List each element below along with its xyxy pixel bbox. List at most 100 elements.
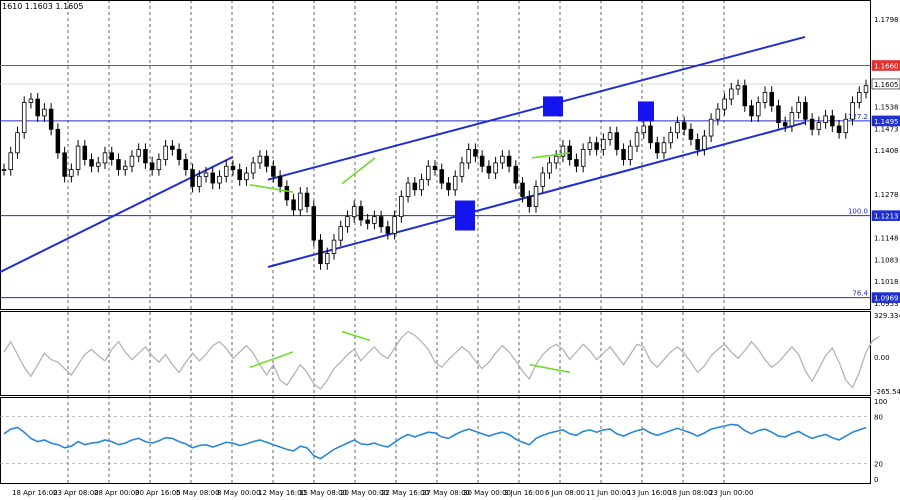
- candle-body: [459, 162, 465, 177]
- time-tick-label: 13 Jun 16:00: [627, 489, 671, 497]
- price-tag-label: 1.1213: [874, 213, 899, 221]
- signal-box: [638, 101, 654, 122]
- candle-body: [48, 108, 54, 130]
- candle-body: [641, 125, 647, 134]
- price-tick-label: 1.1538: [874, 103, 899, 111]
- candle-body: [89, 159, 94, 167]
- candle-body: [493, 162, 498, 174]
- candle-body: [358, 206, 364, 221]
- price-tick-label: 1.1408: [874, 147, 899, 155]
- rsi-tick-label: 100: [874, 398, 887, 406]
- candle-body: [560, 145, 566, 157]
- candle-body: [587, 142, 593, 150]
- candle-body: [850, 102, 855, 120]
- candle-body: [439, 169, 444, 184]
- rsi-pane-frame: [0, 397, 871, 484]
- candle-body: [688, 128, 694, 140]
- candle-body: [594, 142, 599, 150]
- cci-divergence-line: [341, 330, 371, 342]
- price-tag-label: 1.1660: [874, 62, 899, 70]
- candle-body: [695, 138, 700, 150]
- candle-body: [109, 152, 115, 160]
- candle-body: [715, 108, 721, 120]
- candle-body: [304, 192, 310, 207]
- channel-upper-line: [267, 35, 806, 181]
- price-tag-label: 1.1605: [874, 81, 899, 89]
- candle-body: [399, 196, 404, 218]
- candle-body: [574, 159, 579, 167]
- candle-body: [540, 172, 546, 187]
- signal-box: [455, 200, 475, 231]
- price-tick-label: 1.1278: [874, 191, 899, 199]
- candle-body: [762, 91, 768, 103]
- candle-body: [257, 155, 263, 164]
- time-tick-label: 15 May 08:00: [299, 489, 347, 497]
- ohlc-readout: 1610 1.1603 1.1605: [2, 2, 84, 11]
- candle-body: [244, 172, 249, 181]
- candle-body: [419, 179, 424, 191]
- candle-body: [338, 226, 343, 241]
- candle-body: [702, 135, 707, 150]
- candle-body: [250, 162, 256, 174]
- level-fib-tag: 100.0: [848, 208, 868, 216]
- candle-body: [803, 102, 808, 120]
- time-tick-label: 12 May 16:00: [258, 489, 306, 497]
- candle-body: [654, 142, 660, 154]
- candle-body: [102, 152, 108, 164]
- price-tag-label: 1.0969: [874, 295, 899, 303]
- price-pane-frame: [0, 0, 871, 310]
- time-tick-label: 18 Apr 16:00: [12, 489, 58, 497]
- time-tick-label: 8 May 00:00: [217, 489, 261, 497]
- price-tick-label: 1.1083: [874, 256, 899, 264]
- price-tick-label: 1.0953: [874, 300, 899, 308]
- time-tick-label: 27 May 08:00: [422, 489, 470, 497]
- divergence-line: [531, 152, 571, 159]
- time-tick-label: 3 Jun 16:00: [504, 489, 544, 497]
- divergence-line: [341, 157, 376, 185]
- time-tick-label: 11 Jun 00:00: [586, 489, 630, 497]
- time-tick-label: 30 Apr 16:00: [135, 489, 181, 497]
- price-tag: [871, 60, 900, 71]
- rsi-tick-label: 0: [874, 476, 878, 484]
- candle-body: [796, 102, 801, 113]
- candle-body: [621, 149, 626, 160]
- candle-body: [264, 155, 269, 167]
- candle-body: [836, 125, 842, 134]
- candle-body: [183, 159, 189, 171]
- cci-divergence-line: [529, 364, 571, 374]
- candle-body: [129, 155, 135, 167]
- candle-body: [210, 172, 216, 184]
- candle-body: [284, 186, 290, 201]
- time-tick-label: 6 Jun 08:00: [545, 489, 585, 497]
- level-fib-tag: 127.2: [848, 113, 868, 121]
- time-tick-label: 23 Apr 08:00: [53, 489, 99, 497]
- signal-box: [543, 96, 563, 117]
- candle-body: [345, 216, 350, 228]
- candle-body: [857, 91, 862, 103]
- candle-body: [405, 182, 411, 197]
- candle-body: [96, 162, 101, 167]
- price-tick-label: 1.1473: [874, 125, 899, 133]
- candle-body: [782, 122, 788, 127]
- candle-body: [513, 165, 519, 184]
- time-tick-label: 28 Apr 00:00: [94, 489, 140, 497]
- candle-body: [230, 165, 236, 171]
- candle-body: [365, 219, 370, 224]
- price-tag: [871, 115, 900, 127]
- candle-body: [331, 239, 337, 254]
- candle-body: [473, 149, 478, 157]
- time-tick-label: 22 May 16:00: [381, 489, 429, 497]
- candle-body: [500, 155, 505, 164]
- candle-body: [42, 108, 47, 117]
- rsi-tick-label: 20: [874, 460, 883, 468]
- candle-body: [35, 98, 40, 117]
- candle-body: [432, 165, 438, 171]
- candle-body: [776, 105, 781, 123]
- rsi-tick-label: 80: [874, 414, 883, 422]
- candle-body: [163, 145, 168, 160]
- candle-body: [789, 112, 795, 127]
- candle-body: [136, 149, 141, 157]
- candle-body: [392, 216, 397, 234]
- price-tag: [871, 292, 900, 303]
